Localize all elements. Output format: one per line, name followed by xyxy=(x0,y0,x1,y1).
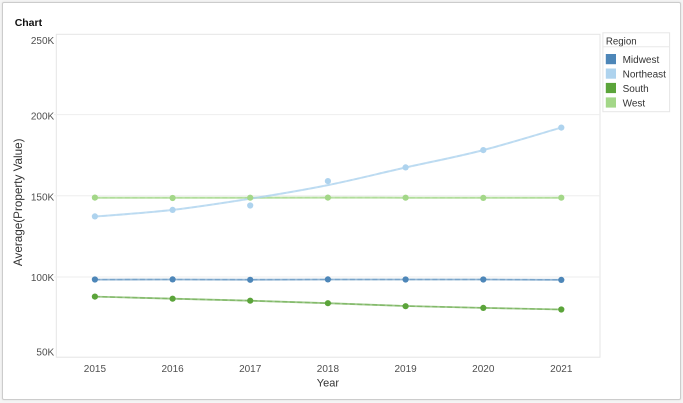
svg-text:2019: 2019 xyxy=(394,364,417,375)
svg-text:Year: Year xyxy=(317,378,340,390)
svg-text:West: West xyxy=(623,99,646,110)
svg-text:200K: 200K xyxy=(31,112,55,123)
svg-text:Northeast: Northeast xyxy=(623,70,667,81)
svg-text:2017: 2017 xyxy=(239,364,262,375)
svg-text:Chart: Chart xyxy=(15,17,43,29)
svg-text:2015: 2015 xyxy=(84,364,107,375)
svg-text:2021: 2021 xyxy=(550,364,573,375)
svg-text:Average(Property Value): Average(Property Value) xyxy=(12,138,25,266)
svg-text:2020: 2020 xyxy=(472,364,495,375)
svg-text:2018: 2018 xyxy=(317,364,340,375)
svg-text:250K: 250K xyxy=(31,36,55,47)
svg-text:2016: 2016 xyxy=(161,364,184,375)
svg-text:50K: 50K xyxy=(36,348,54,359)
svg-text:Midwest: Midwest xyxy=(623,55,660,66)
svg-text:100K: 100K xyxy=(31,273,55,284)
svg-text:Region: Region xyxy=(606,36,637,47)
svg-text:South: South xyxy=(623,84,649,95)
svg-text:150K: 150K xyxy=(31,192,55,203)
